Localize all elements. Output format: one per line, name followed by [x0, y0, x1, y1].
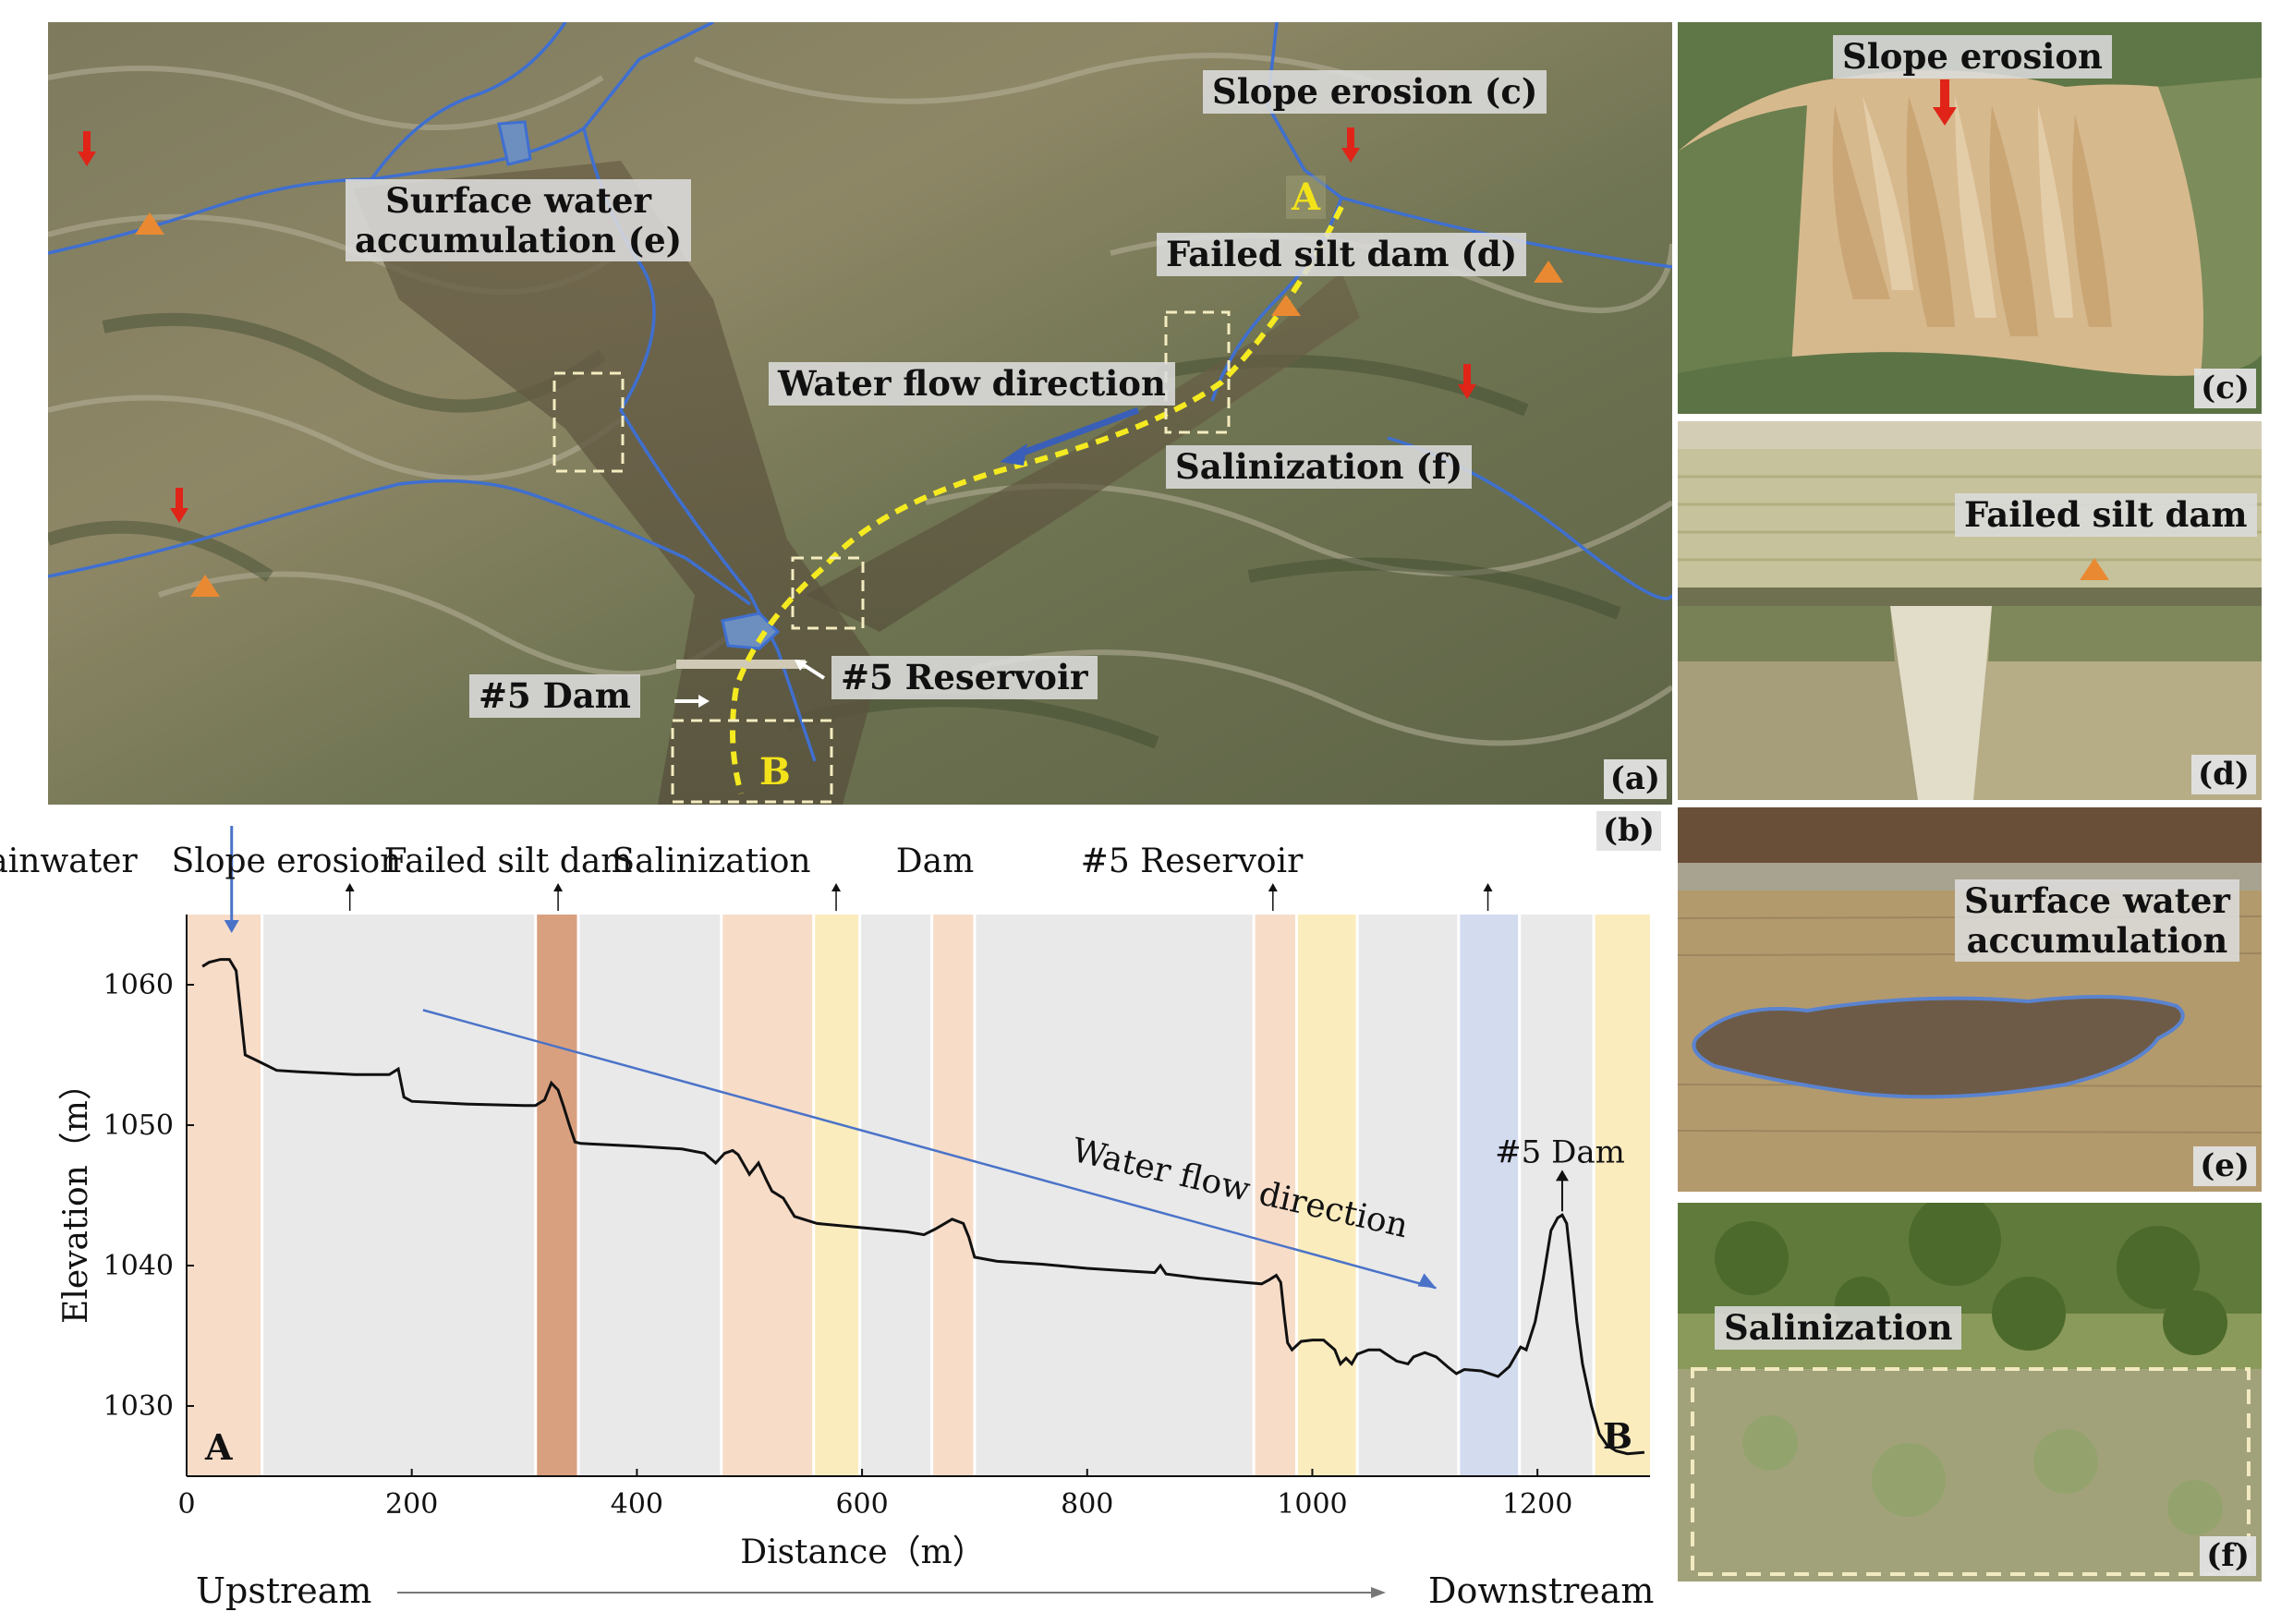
photo-surface-water-panel: Surface water accumulation (e): [1678, 807, 2262, 1192]
y-tick-label: 1060: [103, 969, 174, 1001]
salinization-image: [1678, 1203, 2262, 1582]
profile-band-erosion: [721, 915, 814, 1476]
top-label-pointer-head: [553, 883, 564, 891]
slope-erosion-image: [1678, 22, 2262, 414]
x-tick-label: 800: [1061, 1488, 1113, 1521]
profile-band-salinization: [813, 915, 860, 1476]
photo-e-title: Surface water accumulation: [1955, 879, 2239, 963]
profile-band-background: [859, 915, 932, 1476]
profile-band-background: [1357, 915, 1459, 1476]
x-tick-label: 0: [177, 1488, 195, 1521]
upstream-downstream-arrowhead: [1371, 1587, 1386, 1598]
x-tick-label: 400: [611, 1488, 663, 1521]
top-label-pointer-head: [1483, 883, 1493, 891]
top-label-dam: Dam: [896, 842, 974, 880]
photo-e-title-line2: accumulation: [1966, 919, 2228, 961]
profile-band-reservoir: [1458, 915, 1520, 1476]
label-upstream: Upstream: [196, 1570, 372, 1611]
panel-b-label: (b): [1596, 811, 1661, 852]
profile-band-salinization: [1296, 915, 1358, 1476]
profile-end-b: B: [1603, 1415, 1632, 1457]
annotation-reservoir5: #5 Reservoir: [831, 656, 1098, 699]
panel-f-label: (f): [2200, 1535, 2256, 1576]
profile-band-erosion: [931, 915, 975, 1476]
annotation-slope-erosion: Slope erosion (c): [1203, 70, 1547, 114]
annotation-surface-water-line1: Surface water: [385, 180, 652, 221]
profile-start-a: A: [204, 1426, 233, 1468]
profile-band-background: [261, 915, 536, 1476]
y-tick-label: 1040: [103, 1250, 174, 1282]
panel-a-label: (a): [1603, 758, 1667, 799]
photo-slope-erosion-panel: Slope erosion (c): [1678, 22, 2262, 414]
x-tick-label: 1000: [1277, 1488, 1347, 1521]
photo-c-title: Slope erosion: [1833, 35, 2112, 79]
photo-f-title: Salinization: [1715, 1306, 1962, 1350]
x-axis-label: Distance（m）: [740, 1533, 986, 1571]
dam5-peak-label: #5 Dam: [1495, 1133, 1625, 1170]
annotation-surface-water: Surface water accumulation (e): [346, 179, 692, 262]
annotation-surface-water-line2: accumulation (e): [355, 219, 683, 261]
y-tick-label: 1050: [103, 1109, 174, 1142]
label-downstream: Downstream: [1428, 1570, 1655, 1611]
photo-d-title: Failed silt dam: [1955, 493, 2257, 537]
top-label-pointer-head: [831, 883, 842, 891]
profile-band-erosion: [1254, 915, 1297, 1476]
profile-band-salinization: [1594, 915, 1650, 1476]
profile-band-erosion: [187, 915, 262, 1476]
x-tick-label: 1200: [1502, 1488, 1572, 1521]
profile-band-background: [1519, 915, 1595, 1476]
photo-failed-silt-dam-panel: Failed silt dam (d): [1678, 421, 2262, 800]
aerial-photo-panel: Slope erosion (c) Surface water accumula…: [48, 22, 1672, 805]
profile-band-failed_dam: [535, 915, 579, 1476]
photo-salinization-panel: Salinization (f): [1678, 1203, 2262, 1582]
profile-panel: (b) 0 200 400 600 800 1000 1200 1030 1040 1050 106…: [0, 806, 1672, 1624]
x-tick-label: 200: [385, 1488, 438, 1521]
point-a-marker: A: [1286, 176, 1327, 219]
aerial-terrain: [48, 22, 1672, 805]
panel-c-label: (c): [2194, 368, 2256, 408]
photo-e-title-line1: Surface water: [1964, 880, 2230, 921]
profile-band-background: [974, 915, 1255, 1476]
top-label-pointer-head: [1268, 883, 1278, 891]
top-label-reservoir: #5 Reservoir: [1081, 842, 1304, 880]
x-tick-label: 600: [835, 1488, 888, 1521]
top-label-failed-silt-dam: Failed silt dam: [384, 842, 633, 880]
annotation-failed-silt-dam: Failed silt dam (d): [1157, 233, 1527, 276]
elevation-profile-chart: 0 200 400 600 800 1000 1200 1030 1040 1050 1060 Dis…: [0, 826, 1650, 1598]
annotation-water-flow: Water flow direction: [769, 362, 1175, 406]
failed-silt-dam-image: [1678, 421, 2262, 800]
y-tick-label: 1030: [103, 1390, 174, 1423]
surface-water-image: [1678, 807, 2262, 1192]
y-axis-label: Elevation（m）: [57, 1067, 95, 1324]
annotation-dam5: #5 Dam: [469, 674, 640, 718]
top-label-rainwater: Rainwater: [0, 842, 138, 880]
panel-d-label: (d): [2191, 754, 2256, 794]
flow-direction-arrow: [422, 1009, 1437, 1290]
rainwater-arrowhead: [224, 920, 239, 933]
profile-band-background: [578, 915, 722, 1476]
annotation-salinization: Salinization (f): [1166, 445, 1473, 489]
flow-direction-arrowhead: [1417, 1273, 1437, 1289]
panel-e-label: (e): [2193, 1145, 2256, 1186]
point-b-marker: B: [759, 750, 791, 794]
elevation-profile-line: [201, 958, 1645, 1456]
dam5-pointer-head: [1555, 1170, 1569, 1182]
top-label-pointer-head: [345, 883, 355, 891]
top-label-salinization: Salinization: [612, 842, 810, 880]
top-label-slope-erosion: Slope erosion: [172, 842, 402, 880]
